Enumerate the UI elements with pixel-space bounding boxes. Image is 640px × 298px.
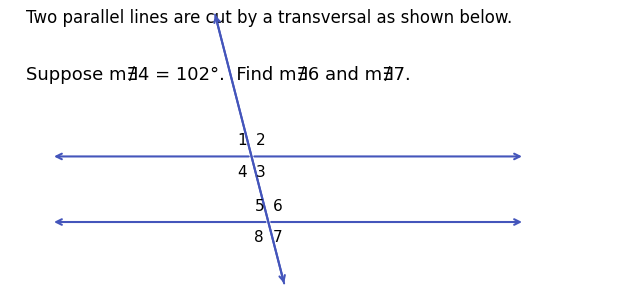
- Text: 2: 2: [256, 133, 266, 148]
- Text: Suppose m∄4 = 102°.  Find m∄6 and m∄7.: Suppose m∄4 = 102°. Find m∄6 and m∄7.: [26, 66, 410, 83]
- Text: Two parallel lines are cut by a transversal as shown below.: Two parallel lines are cut by a transver…: [26, 9, 512, 27]
- Text: 3: 3: [256, 164, 266, 180]
- Text: 8: 8: [255, 230, 264, 245]
- Text: 5: 5: [255, 199, 264, 214]
- Text: 6: 6: [273, 199, 282, 214]
- Text: 4: 4: [237, 164, 247, 180]
- Text: 1: 1: [237, 133, 247, 148]
- Text: 7: 7: [273, 230, 282, 245]
